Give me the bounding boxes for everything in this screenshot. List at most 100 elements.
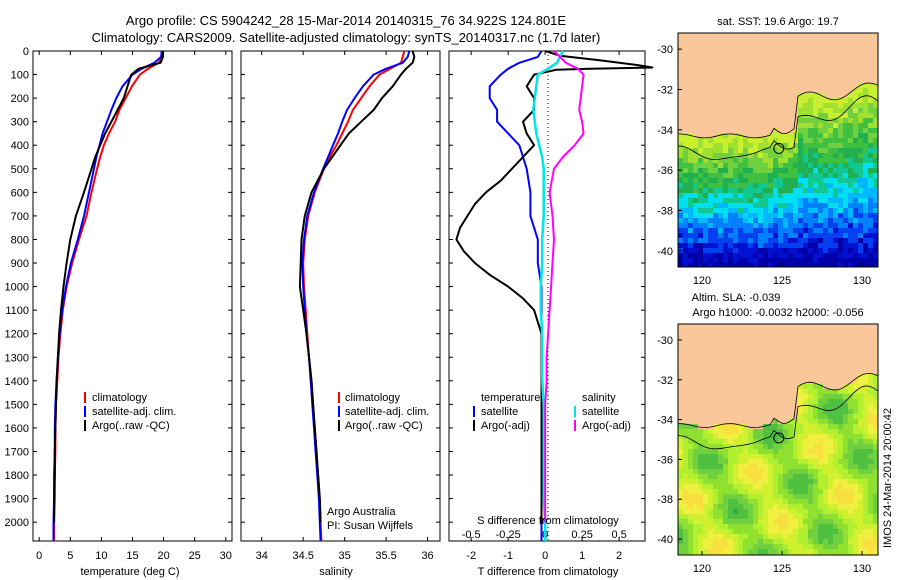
legend-argo: Argo(..raw -QC) [92, 420, 170, 432]
map-cell [848, 223, 854, 229]
map-cell [843, 489, 849, 495]
map-cell [783, 499, 789, 505]
map-cell [868, 33, 874, 39]
map-cell [773, 243, 779, 249]
map-cell [828, 359, 834, 365]
map-cell [853, 449, 859, 455]
map-cell [858, 529, 864, 535]
map-cell [708, 489, 714, 495]
map-cell [743, 193, 749, 199]
map-cell [868, 193, 874, 199]
map-cell [693, 83, 699, 89]
map-cell [688, 123, 694, 129]
map-cell [743, 514, 749, 520]
map-cell [678, 479, 684, 485]
map-cell [788, 233, 794, 239]
map-cell [713, 33, 719, 39]
x-tick-label: 0 [542, 550, 548, 562]
map-cell [773, 238, 779, 244]
map-cell [768, 128, 774, 134]
map-cell [683, 258, 689, 264]
map-cell [818, 344, 824, 350]
map-cell [718, 494, 724, 500]
map-cell [683, 494, 689, 500]
map-cell [868, 173, 874, 179]
map-cell [733, 58, 739, 64]
map-cell [718, 168, 724, 174]
map-cell [808, 138, 814, 144]
map-cell [733, 394, 739, 400]
map-cell [713, 168, 719, 174]
map-cell [783, 509, 789, 515]
map-cell [758, 233, 764, 239]
map-cell [738, 374, 744, 380]
map-cell [803, 399, 809, 405]
y-tick-label: 800 [11, 234, 29, 246]
map-cell [808, 128, 814, 134]
map-cell [768, 364, 774, 370]
map-cell [793, 98, 799, 104]
map-cell [678, 494, 684, 500]
map-cell [708, 188, 714, 194]
map-cell [813, 514, 819, 520]
map-cell [813, 329, 819, 335]
map-cell [733, 163, 739, 169]
map-cell [683, 238, 689, 244]
map-cell [763, 213, 769, 219]
map-cell [713, 324, 719, 330]
map-cell [773, 253, 779, 259]
map-cell [788, 193, 794, 199]
map-cell [803, 253, 809, 259]
map-cell [843, 484, 849, 490]
map-cell [818, 78, 824, 84]
map-cell [803, 113, 809, 119]
map-cell [868, 143, 874, 149]
map-cell [698, 539, 704, 545]
map-cell [738, 384, 744, 390]
map-cell [833, 479, 839, 485]
map-cell [748, 43, 754, 49]
map-cell [823, 78, 829, 84]
map-cell [863, 364, 869, 370]
map-cell [703, 464, 709, 470]
map-cell [828, 544, 834, 550]
map-cell [743, 344, 749, 350]
map-cell [678, 389, 684, 395]
map-cell [708, 329, 714, 335]
map-cell [818, 494, 824, 500]
map-cell [778, 349, 784, 355]
map-cell [713, 58, 719, 64]
map-cell [858, 133, 864, 139]
map-cell [853, 43, 859, 49]
map-cell [858, 419, 864, 425]
map-cell [778, 43, 784, 49]
map-cell [848, 374, 854, 380]
map-cell [713, 203, 719, 209]
series-climatology [53, 51, 164, 541]
map-cell [838, 329, 844, 335]
map-cell [748, 384, 754, 390]
map-cell [743, 118, 749, 124]
map-cell [813, 38, 819, 44]
sla-map-frame [677, 323, 879, 556]
map-cell [728, 479, 734, 485]
map-cell [703, 113, 709, 119]
map-cell [823, 168, 829, 174]
map-cell [713, 334, 719, 340]
map-cell [748, 404, 754, 410]
map-cell [868, 519, 874, 525]
map-cell [763, 198, 769, 204]
map-cell [833, 329, 839, 335]
map-cell [848, 148, 854, 154]
map-cell [708, 103, 714, 109]
map-cell [823, 113, 829, 119]
map-cell [758, 183, 764, 189]
map-cell [698, 549, 704, 555]
map-cell [828, 233, 834, 239]
map-cell [683, 424, 689, 430]
map-cell [733, 524, 739, 530]
map-cell [858, 464, 864, 470]
map-cell [713, 479, 719, 485]
map-cell [708, 143, 714, 149]
map-cell [828, 138, 834, 144]
